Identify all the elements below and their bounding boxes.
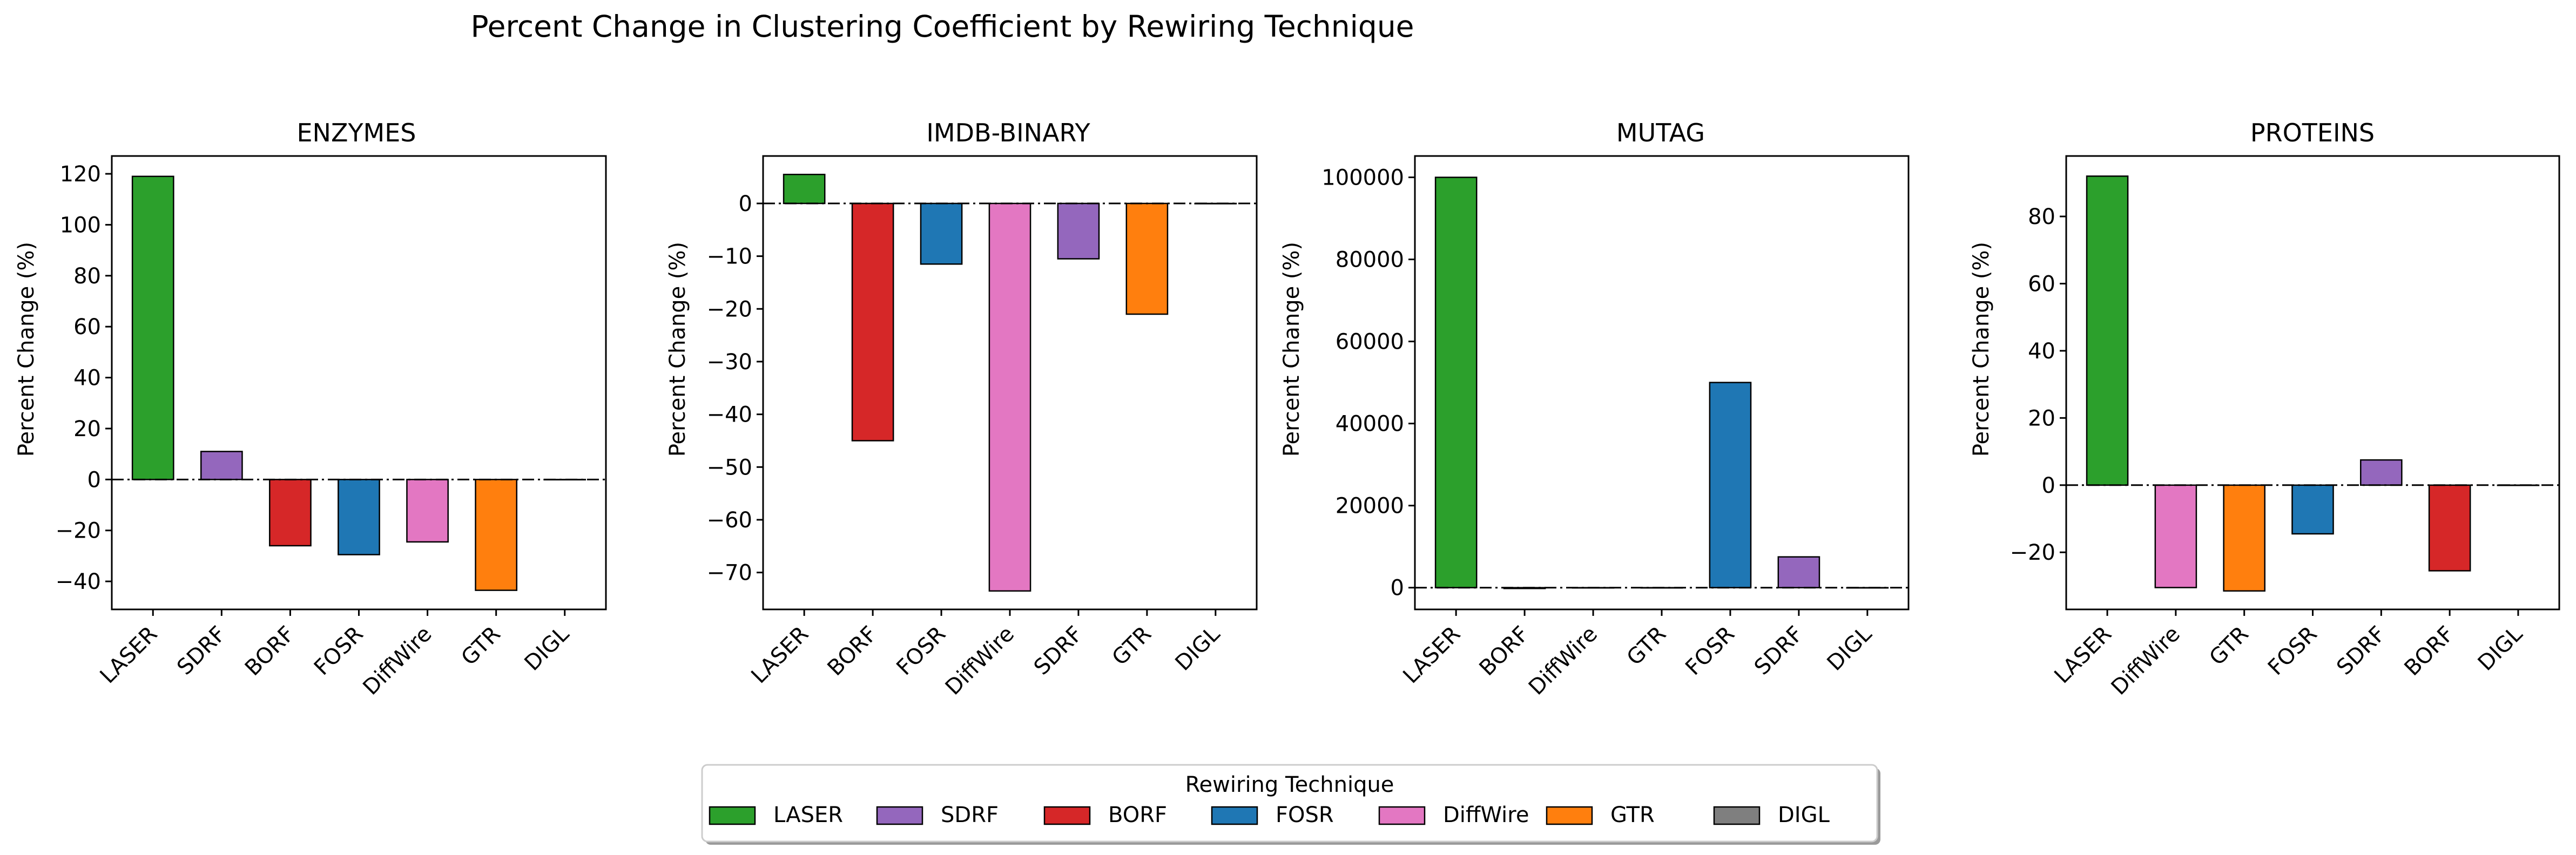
y-tick-label: −50 xyxy=(707,455,752,480)
y-tick-label: −20 xyxy=(56,519,101,544)
legend-swatch-fosr xyxy=(1211,806,1258,825)
y-axis-label: Percent Change (%) xyxy=(1969,242,1994,457)
bar-sdrf xyxy=(2360,459,2403,486)
bar-gtr xyxy=(475,479,518,591)
bar-diffwire xyxy=(988,202,1031,592)
bar-diffwire xyxy=(406,479,449,543)
bar-fosr xyxy=(338,479,380,555)
y-tick-label: 80 xyxy=(73,264,101,289)
y-tick-label: 60000 xyxy=(1336,330,1404,355)
y-tick-label: 80000 xyxy=(1336,248,1404,273)
y-tick-label: 40 xyxy=(73,366,101,391)
y-tick-label: −40 xyxy=(707,403,752,428)
legend: Rewiring Technique LASER SDRF BORF FOSR Diff… xyxy=(701,764,1880,845)
legend-label-laser: LASER xyxy=(773,803,843,827)
bar-borf xyxy=(851,202,894,442)
legend-label-borf: BORF xyxy=(1108,803,1167,827)
subplot-title: PROTEINS xyxy=(2250,118,2375,147)
legend-label-fosr: FOSR xyxy=(1276,803,1334,827)
bar-sdrf xyxy=(1057,202,1100,260)
legend-swatch-gtr xyxy=(1546,806,1593,825)
y-axis-label: Percent Change (%) xyxy=(14,242,39,457)
subplot-title: ENZYMES xyxy=(296,118,416,147)
y-tick-label: −10 xyxy=(707,245,752,269)
bar-sdrf xyxy=(1777,556,1820,588)
legend-items: LASER SDRF BORF FOSR DiffWire GTR DIGL xyxy=(709,803,1830,827)
y-tick-label: 20 xyxy=(2028,406,2055,431)
bar-gtr xyxy=(1125,202,1169,315)
y-tick-label: −40 xyxy=(56,569,101,594)
bar-gtr xyxy=(2223,484,2265,592)
y-tick-label: 60 xyxy=(2028,272,2055,296)
legend-swatch-diffwire xyxy=(1378,806,1426,825)
y-axis-label: Percent Change (%) xyxy=(1279,242,1304,457)
y-tick-label: 0 xyxy=(2042,473,2055,498)
bar-laser xyxy=(1434,177,1478,588)
bar-sdrf xyxy=(200,451,243,480)
legend-swatch-borf xyxy=(1043,806,1091,825)
subplot-title: IMDB-BINARY xyxy=(926,118,1090,147)
bar-digl xyxy=(2497,484,2540,486)
y-tick-label: 80 xyxy=(2028,205,2055,229)
y-tick-label: −70 xyxy=(707,561,752,586)
legend-label-digl: DIGL xyxy=(1778,803,1830,827)
legend-swatch-sdrf xyxy=(876,806,923,825)
legend-label-diffwire: DiffWire xyxy=(1443,803,1529,827)
bar-diffwire xyxy=(2154,484,2197,588)
bar-laser xyxy=(783,173,826,205)
bar-laser xyxy=(131,175,174,480)
y-axis-label: Percent Change (%) xyxy=(665,242,690,457)
y-tick-label: 40 xyxy=(2028,339,2055,364)
y-tick-label: 40000 xyxy=(1336,412,1404,437)
y-tick-label: −20 xyxy=(707,297,752,322)
y-tick-label: −20 xyxy=(2010,540,2055,565)
y-tick-label: 100 xyxy=(60,213,101,238)
legend-label-gtr: GTR xyxy=(1610,803,1655,827)
y-tick-label: −30 xyxy=(707,350,752,375)
y-tick-label: 20000 xyxy=(1336,494,1404,519)
y-tick-label: 0 xyxy=(87,467,101,492)
y-tick-label: 20 xyxy=(73,417,101,442)
bar-borf xyxy=(2428,484,2471,572)
bar-fosr xyxy=(1709,382,1752,588)
bar-laser xyxy=(2086,175,2129,486)
y-tick-label: −60 xyxy=(707,508,752,533)
bar-fosr xyxy=(920,202,963,265)
legend-swatch-laser xyxy=(709,806,756,825)
y-tick-label: 60 xyxy=(73,315,101,340)
bar-borf xyxy=(269,479,312,547)
bar-digl xyxy=(1194,202,1237,205)
legend-swatch-digl xyxy=(1713,806,1761,825)
y-tick-label: 100000 xyxy=(1321,166,1404,191)
subplot-title: MUTAG xyxy=(1616,118,1705,147)
y-tick-label: 120 xyxy=(60,162,101,187)
bar-fosr xyxy=(2291,484,2334,535)
legend-title: Rewiring Technique xyxy=(1185,772,1394,797)
figure-title: Percent Change in Clustering Coefficient… xyxy=(470,9,1414,44)
y-tick-label: 0 xyxy=(739,192,752,216)
y-tick-label: 0 xyxy=(1391,576,1404,601)
legend-label-sdrf: SDRF xyxy=(941,803,999,827)
